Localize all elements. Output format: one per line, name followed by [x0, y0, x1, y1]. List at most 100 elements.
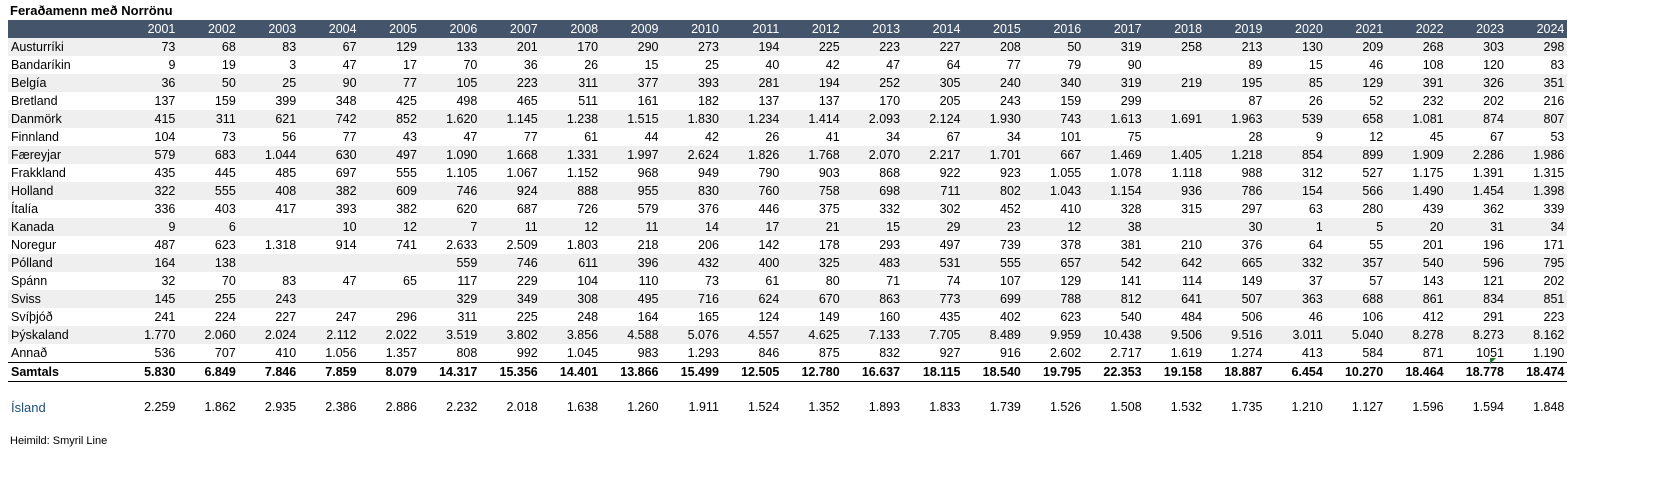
table-cell [299, 290, 360, 308]
table-cell: 17 [721, 218, 783, 236]
table-cell: 178 [818, 238, 840, 252]
table-cell: 611 [540, 254, 602, 272]
table-cell: 868 [879, 166, 901, 180]
table-cell: 758 [782, 182, 843, 200]
table-cell: 299 [1120, 94, 1142, 108]
table-cell: 1.175 [1412, 166, 1444, 180]
table-cell: 1.833 [929, 400, 961, 414]
table-cell: 47 [342, 274, 357, 288]
table-cell: 1.594 [1472, 400, 1504, 414]
table-cell: 9 [1315, 130, 1323, 144]
row-label: Bandaríkin [11, 58, 71, 72]
table-cell: 716 [661, 290, 722, 308]
table-cell: 1.152 [566, 166, 599, 180]
table-cell: 28 [1248, 130, 1263, 144]
table-cell: 832 [879, 346, 901, 360]
table-cell: 403 [214, 202, 236, 216]
table-cell: 2.112 [299, 326, 360, 344]
table-cell: 435 [154, 166, 176, 180]
table-cell: 194 [721, 38, 783, 56]
table-cell [1144, 218, 1206, 236]
table-cell: 415 [118, 110, 179, 128]
table-row: Kanada 9 6 10 12 7 11 12 11 14 17 21 15 29 23 12 38 30 1 5 2… [8, 218, 1568, 236]
table-cell [359, 290, 420, 308]
year-header: 2015 [963, 20, 1024, 38]
row-label: Noregur [11, 238, 57, 252]
table-cell: 1.414 [782, 110, 843, 128]
table-cell: 213 [1205, 38, 1266, 56]
year-header: 2005 [359, 20, 420, 38]
table-cell: 165 [698, 310, 719, 324]
table-cell: 41 [825, 130, 840, 144]
table-cell: 2.024 [238, 326, 300, 344]
table-cell: 808 [456, 346, 478, 360]
table-cell [1145, 56, 1205, 74]
table-cell: 77 [342, 130, 357, 144]
table-cell: 888 [540, 182, 602, 200]
table-cell: 6 [178, 218, 239, 236]
table-cell: 507 [1205, 290, 1266, 308]
table-cell: 1.515 [601, 110, 662, 128]
table-cell: 1.701 [963, 146, 1024, 164]
table-cell: 38 [1084, 218, 1145, 236]
table-cell: 1.127 [1351, 400, 1384, 414]
table-cell: 7 [419, 218, 481, 236]
table-cell: 133 [419, 38, 481, 56]
table-cell: 531 [903, 254, 964, 272]
table-cell: 1.210 [1291, 400, 1323, 414]
tourists-table: 2001 2002 2003 2004 2005 2006 2007 2008 2009 2010… [8, 20, 1568, 382]
row-label: Þýskaland [8, 326, 118, 344]
table-cell: 683 [178, 146, 239, 164]
table-cell: 63 [1308, 202, 1323, 216]
table-cell: 64 [1308, 238, 1323, 252]
table-cell: 44 [644, 130, 659, 144]
table-cell: 1.405 [1144, 146, 1206, 164]
table-cell: 312 [1301, 166, 1323, 180]
table-cell: 218 [637, 238, 659, 252]
table-cell: 14 [661, 218, 722, 236]
table-cell: 1.963 [1205, 110, 1266, 128]
table-cell: 2.018 [506, 400, 538, 414]
table-cell: 248 [577, 310, 599, 324]
table-cell: 73 [221, 130, 236, 144]
table-cell: 75 [1127, 130, 1142, 144]
table-cell: 699 [963, 290, 1024, 308]
table-cell: 18.474 [1506, 362, 1568, 382]
table-cell: 223 [480, 74, 541, 92]
table-cell: 315 [1181, 202, 1203, 216]
table-cell: 67 [299, 38, 360, 56]
table-cell: 1.619 [1170, 346, 1203, 360]
year-header: 2002 [178, 20, 239, 38]
table-cell: 52 [1369, 94, 1384, 108]
table-cell: 413 [1301, 346, 1323, 360]
table-cell: 229 [516, 274, 538, 288]
table-cell: 216 [1543, 94, 1565, 108]
table-cell: 555 [963, 254, 1024, 272]
table-cell: 9 [118, 218, 179, 236]
table-cell: 5.830 [118, 362, 179, 382]
table-cell: 1.218 [1205, 146, 1266, 164]
table-cell: 225 [782, 38, 843, 56]
table-cell: 1.739 [989, 400, 1021, 414]
table-cell: 483 [842, 254, 904, 272]
table-cell: 2.286 [1446, 146, 1507, 164]
table-cell: 624 [721, 290, 783, 308]
year-header: 2006 [419, 20, 481, 38]
year-header: 2018 [1144, 20, 1206, 38]
year-header: 2014 [903, 20, 964, 38]
year-header: 2013 [842, 20, 904, 38]
table-cell: 875 [818, 346, 840, 360]
table-cell: 1.318 [264, 238, 297, 252]
row-label: Spánn [11, 274, 48, 288]
table-cell: 79 [1067, 58, 1082, 72]
table-cell: 137 [758, 94, 780, 108]
table-cell: 1.826 [721, 146, 783, 164]
table-row: Svíþjóð 241 224 227 247 296 311 225 248 164 165 124… [8, 308, 1567, 326]
table-row: Belgía 36 50 25 90 77 105 223 311 377 393 281 194 252… [8, 74, 1568, 92]
table-cell: 194 [782, 74, 843, 92]
table-cell: 297 [1241, 202, 1263, 216]
table-cell: 786 [1205, 182, 1266, 200]
table-cell: 903 [818, 166, 840, 180]
row-label: Pólland [8, 254, 118, 272]
table-cell: 698 [842, 182, 904, 200]
